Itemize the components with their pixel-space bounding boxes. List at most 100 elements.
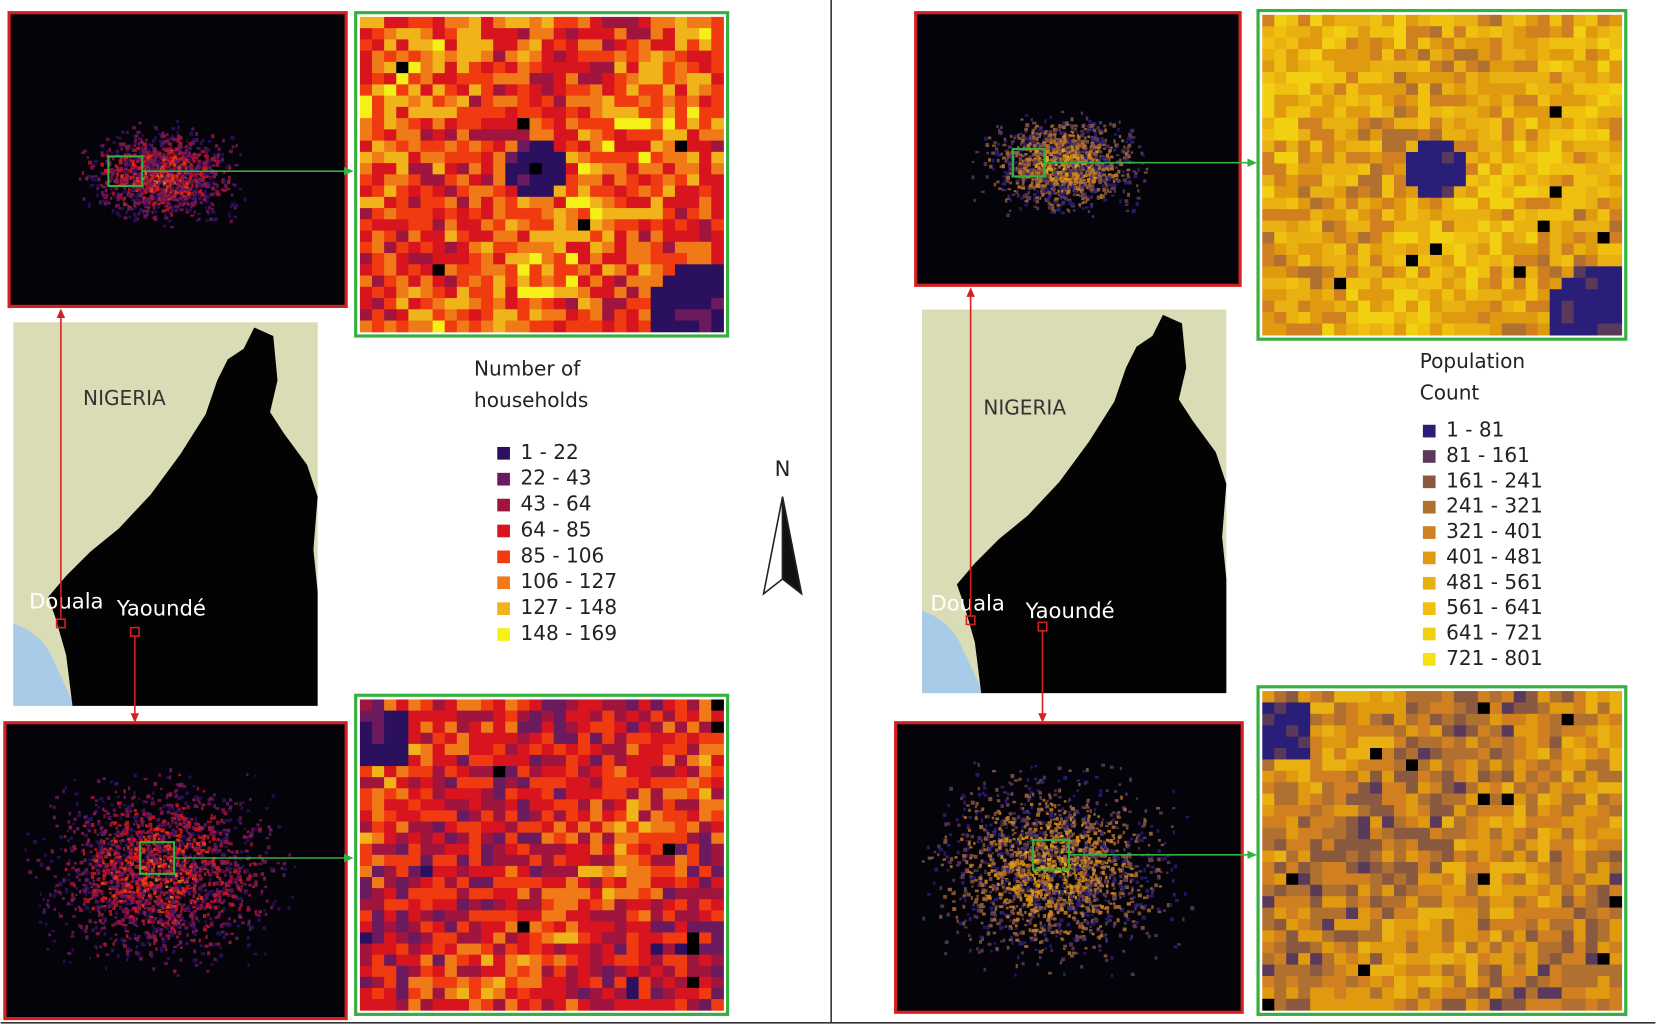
- speckle: [150, 151, 155, 154]
- speckle: [179, 208, 183, 211]
- heat-cell: [432, 196, 446, 209]
- heat-cell: [699, 721, 712, 734]
- heat-cell: [674, 118, 688, 130]
- heat-cell: [614, 39, 627, 52]
- heat-cell: [432, 320, 446, 333]
- speckle: [154, 156, 159, 159]
- speckle: [120, 168, 123, 172]
- speckle: [149, 168, 154, 172]
- speckle: [155, 832, 160, 835]
- heat-cell: [650, 84, 664, 97]
- speckle: [102, 866, 107, 871]
- speckle: [228, 880, 232, 884]
- speckle: [201, 951, 206, 956]
- heat-cell: [505, 766, 518, 778]
- heat-cell: [602, 732, 615, 745]
- speckle: [189, 166, 193, 170]
- speckle: [120, 938, 125, 942]
- speckle: [191, 921, 196, 924]
- heat-cell: [444, 73, 458, 85]
- speckle: [124, 162, 129, 167]
- heat-cell: [396, 73, 409, 85]
- speckle: [186, 885, 191, 890]
- speckle: [127, 866, 132, 869]
- heat-cell: [699, 118, 712, 130]
- speckle: [138, 121, 142, 125]
- speckle: [158, 132, 163, 136]
- speckle: [96, 840, 100, 845]
- speckle: [148, 817, 152, 821]
- speckle: [131, 162, 134, 167]
- heat-cell: [565, 275, 579, 288]
- speckle: [140, 893, 144, 899]
- speckle: [137, 883, 141, 887]
- speckle: [268, 832, 272, 837]
- speckle: [72, 845, 77, 849]
- speckle: [238, 914, 241, 919]
- heat-cell: [541, 309, 555, 322]
- speckle: [188, 775, 192, 779]
- heat-cell: [384, 888, 397, 900]
- heat-cell: [650, 877, 664, 889]
- speckle: [186, 846, 189, 850]
- speckle: [211, 849, 214, 854]
- heat-cell: [674, 275, 688, 288]
- speckle: [138, 875, 142, 879]
- speckle: [182, 889, 187, 894]
- speckle: [111, 894, 115, 898]
- speckle: [203, 914, 207, 919]
- speckle: [169, 908, 174, 911]
- heat-cell: [468, 264, 482, 277]
- speckle: [222, 798, 227, 803]
- heat-cell: [444, 174, 458, 187]
- speckle: [26, 858, 30, 862]
- heat-cell: [396, 766, 409, 778]
- speckle: [183, 893, 187, 897]
- speckle: [206, 970, 210, 973]
- speckle: [209, 816, 215, 820]
- speckle: [123, 169, 129, 174]
- heat-cell: [517, 151, 531, 164]
- heat-cell: [711, 320, 724, 333]
- heat-cell: [577, 163, 591, 175]
- speckle: [103, 195, 108, 199]
- heat-cell: [541, 174, 555, 187]
- speckle: [218, 877, 222, 881]
- speckle: [219, 883, 223, 886]
- speckle: [163, 844, 168, 849]
- speckle: [205, 194, 210, 198]
- heat-cell: [614, 877, 627, 889]
- speckle: [162, 194, 167, 199]
- heat-cell: [614, 766, 627, 778]
- heat-cell: [699, 241, 712, 254]
- heat-cell: [699, 95, 712, 108]
- heat-cell: [590, 61, 603, 74]
- speckle: [158, 835, 163, 839]
- speckle: [236, 875, 241, 878]
- speckle: [193, 803, 197, 809]
- heat-cell: [396, 286, 409, 299]
- speckle: [133, 218, 137, 223]
- heat-cell: [408, 241, 422, 254]
- heat-cell: [638, 832, 652, 845]
- heat-cell: [408, 106, 422, 119]
- heat-cell: [577, 309, 591, 322]
- speckle: [221, 829, 226, 833]
- speckle: [129, 828, 133, 831]
- speckle: [187, 191, 191, 196]
- speckle: [247, 919, 251, 924]
- heat-cell: [711, 821, 724, 834]
- zoom-frame: [354, 11, 730, 338]
- heat-cell: [396, 219, 409, 232]
- speckle: [223, 183, 228, 188]
- heat-cell: [638, 50, 652, 63]
- speckle: [164, 205, 169, 208]
- speckle: [232, 870, 237, 874]
- speckle: [166, 905, 171, 909]
- speckle: [171, 179, 175, 182]
- speckle: [192, 175, 196, 179]
- speckle: [197, 165, 202, 170]
- heat-cell: [529, 106, 543, 119]
- speckle: [165, 891, 169, 895]
- heat-cell: [481, 84, 494, 97]
